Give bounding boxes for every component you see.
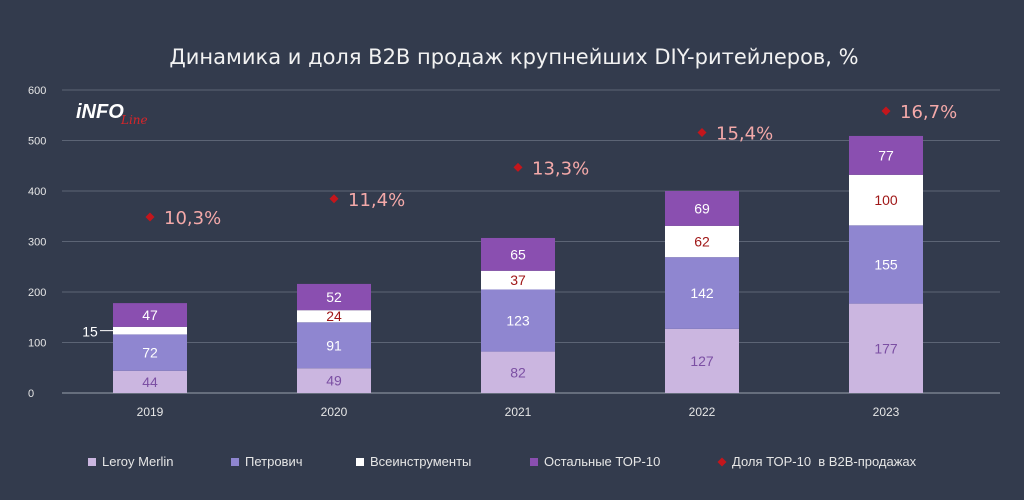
data-label: 37 [510, 272, 526, 288]
data-label: 177 [874, 340, 898, 356]
data-label: 52 [326, 289, 342, 305]
bar-segment [113, 370, 187, 393]
share-label: 11,4% [348, 190, 405, 211]
share-marker [697, 128, 707, 138]
x-tick-label: 2023 [873, 405, 900, 419]
y-tick-label: 600 [28, 85, 46, 97]
legend: Leroy Merlin Петрович Всеинструменты Осталь… [88, 454, 917, 469]
data-label: 82 [510, 364, 526, 380]
data-label: 100 [874, 192, 898, 208]
value-labels: 44 72 15 47 2019 49 91 24 52 2020 82 123 37 65 2021 127… [82, 147, 899, 419]
share-marker [513, 162, 523, 172]
share-label: 13,3% [532, 158, 589, 179]
data-label: 49 [326, 373, 342, 389]
bar-segment [481, 289, 555, 352]
logo: iNFO Line [76, 101, 148, 127]
data-label: 142 [690, 285, 714, 301]
x-tick-label: 2020 [321, 405, 348, 419]
logo-main-text: iNFO [76, 101, 124, 123]
data-label: 155 [874, 256, 898, 272]
share-label: 16,7% [900, 102, 957, 123]
bar-segment [481, 237, 555, 271]
bar-segment [665, 257, 739, 329]
legend-swatch [356, 458, 364, 466]
y-tick-label: 400 [28, 186, 46, 198]
legend-swatch [231, 458, 239, 466]
x-tick-label: 2021 [505, 405, 532, 419]
legend-swatch [530, 458, 538, 466]
bar-segment [297, 322, 371, 369]
bar-segment [297, 368, 371, 393]
legend-label: Остальные ТОР-10 [544, 454, 660, 469]
y-tick-label: 100 [28, 338, 46, 350]
legend-label: Доля ТОР-10 в B2B-продажах [732, 454, 917, 469]
legend-label: Leroy Merlin [102, 454, 174, 469]
share-marker [881, 106, 891, 116]
y-tick-label: 500 [28, 136, 46, 148]
x-tick-label: 2022 [689, 405, 716, 419]
legend-swatch [717, 457, 727, 467]
data-label: 72 [142, 345, 158, 361]
share-markers: 10,3% 11,4% 13,3% 15,4% 16,7% [145, 102, 957, 229]
bar-segment [113, 326, 187, 335]
bar-segment [849, 174, 923, 226]
y-tick-label: 200 [28, 287, 46, 299]
data-label: 127 [690, 353, 714, 369]
chart-title: Динамика и доля B2B продаж крупнейших DI… [169, 45, 858, 69]
bar-segment [297, 310, 371, 323]
data-label: 91 [326, 337, 342, 353]
bar-segment [113, 334, 187, 371]
share-label: 15,4% [716, 124, 773, 145]
share-marker [329, 194, 339, 204]
bar-segment [113, 303, 187, 327]
y-tick-label: 0 [28, 388, 34, 400]
bar-segment [849, 225, 923, 304]
share-label: 10,3% [164, 208, 221, 229]
legend-label: Петрович [245, 454, 303, 469]
bar-segment [665, 225, 739, 258]
data-label: 69 [694, 200, 710, 216]
legend-label: Всеинструменты [370, 454, 471, 469]
data-label: 44 [142, 374, 158, 390]
data-label: 65 [510, 246, 526, 262]
data-label: 24 [326, 308, 342, 324]
data-label: 47 [142, 307, 158, 323]
data-label: 77 [878, 147, 894, 163]
bar-segment [297, 283, 371, 311]
data-label: 15 [82, 324, 98, 340]
share-marker [145, 212, 155, 222]
bar-segment [481, 270, 555, 290]
legend-swatch [88, 458, 96, 466]
data-label: 62 [694, 234, 710, 250]
bar-segment [849, 135, 923, 175]
bar-segment [849, 303, 923, 393]
data-label: 123 [506, 313, 530, 329]
bar-segment [481, 351, 555, 393]
bar-segment [665, 328, 739, 393]
logo-sub-text: Line [120, 113, 148, 127]
bars [113, 135, 923, 393]
x-tick-label: 2019 [137, 405, 164, 419]
y-tick-label: 300 [28, 237, 46, 249]
bar-segment [665, 191, 739, 226]
